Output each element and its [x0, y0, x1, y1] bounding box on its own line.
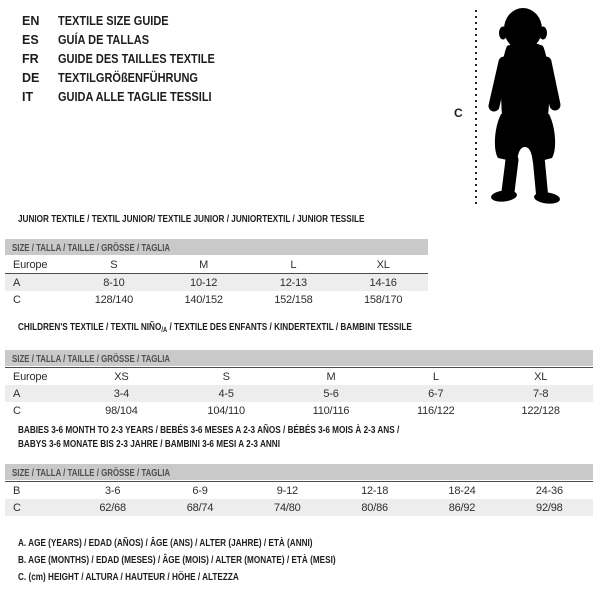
table-row-age: A 8-10 10-12 12-13 14-16 — [5, 273, 428, 291]
cell: 8-10 — [69, 273, 159, 291]
language-code: FR — [22, 51, 39, 66]
cell: 7-8 — [488, 385, 593, 402]
language-row-es: ES GUÍA DE TALLAS — [22, 30, 236, 49]
row-label: A — [5, 385, 69, 402]
table-header-row: Europe S M L XL — [5, 256, 428, 274]
language-row-en: EN TEXTILE SIZE GUIDE — [22, 11, 236, 30]
cell: 68/74 — [156, 499, 244, 516]
footnote-legend: A. AGE (YEARS) / EDAD (AÑOS) / ÂGE (ANS)… — [18, 535, 425, 586]
cell: 4-5 — [173, 385, 279, 402]
size-header-bar: SIZE / TALLA / TAILLE / GRÖSSE / TAGLIA — [5, 350, 593, 366]
section-title-line1: BABIES 3-6 MONTH TO 2-3 YEARS / BEBÉS 3-… — [18, 424, 400, 436]
cell: 14-16 — [338, 273, 428, 291]
size-header-bar: SIZE / TALLA / TAILLE / GRÖSSE / TAGLIA — [5, 239, 428, 255]
table-row-age: A 3-4 4-5 5-6 6-7 7-8 — [5, 385, 593, 402]
language-label: GUIDE DES TAILLES TEXTILE — [58, 51, 215, 66]
language-list: EN TEXTILE SIZE GUIDE ES GUÍA DE TALLAS … — [22, 11, 236, 106]
language-row-fr: FR GUIDE DES TAILLES TEXTILE — [22, 49, 236, 68]
table-row-height: C 62/68 68/74 74/80 80/86 86/92 92/98 — [5, 499, 593, 516]
row-label: C — [13, 293, 21, 306]
language-code: ES — [22, 32, 39, 47]
language-row-de: DE TEXTILGRÖßENFÜHRUNG — [22, 68, 236, 87]
section-title: JUNIOR TEXTILE / TEXTIL JUNIOR/ TEXTILE … — [18, 213, 365, 225]
language-label: GUÍA DE TALLAS — [58, 32, 150, 47]
cell: 62/68 — [69, 499, 157, 516]
cell: 3-6 — [105, 484, 121, 497]
cell: 3-4 — [69, 385, 174, 402]
subscript: /A — [161, 325, 168, 334]
language-code: DE — [22, 70, 40, 85]
cell: 80/86 — [330, 499, 419, 516]
height-measure-label: C — [454, 106, 463, 120]
size-column: M — [326, 370, 336, 383]
cell: 86/92 — [418, 499, 506, 516]
cell: 98/104 — [105, 404, 138, 417]
section-title: CHILDREN'S TEXTILE / TEXTIL NIÑO/A / TEX… — [18, 321, 412, 334]
cell: 116/122 — [417, 404, 455, 417]
baby-silhouette-icon — [488, 8, 561, 204]
size-column: M — [158, 256, 249, 274]
size-column: XS — [114, 370, 129, 383]
size-column: XL — [338, 256, 428, 274]
cell: 152/158 — [274, 293, 313, 306]
junior-size-table: Europe S M L XL A 8-10 10-12 12-13 14-16… — [5, 256, 428, 308]
table-row-height: C 128/140 140/152 152/158 158/170 — [5, 291, 428, 308]
row-label: A — [5, 273, 69, 291]
row-label: B — [13, 484, 21, 497]
cell: 5-6 — [278, 385, 384, 402]
section-children: CHILDREN'S TEXTILE / TEXTIL NIÑO/A / TEX… — [5, 320, 593, 419]
region-label: Europe — [5, 256, 69, 274]
cell: 92/98 — [505, 499, 593, 516]
cell: 18-24 — [448, 484, 476, 497]
cell: 74/80 — [243, 499, 331, 516]
footnote-c: C. (cm) HEIGHT / ALTURA / HAUTEUR / HÖHE… — [18, 571, 239, 583]
language-code: IT — [22, 89, 34, 104]
region-label: Europe — [13, 370, 48, 383]
cell: 10-12 — [158, 273, 249, 291]
footnote-b: B. AGE (MONTHS) / EDAD (MESES) / ÂGE (MO… — [18, 554, 336, 566]
size-column: XL — [534, 370, 548, 383]
size-header-bar: SIZE / TALLA / TAILLE / GRÖSSE / TAGLIA — [5, 464, 593, 480]
height-measure-figure: C — [440, 0, 600, 220]
language-code: EN — [22, 13, 40, 28]
cell: 12-13 — [248, 273, 339, 291]
children-size-table: Europe XS S M L XL A 3-4 4-5 5-6 6-7 7-8… — [5, 367, 593, 419]
table-header-row: Europe XS S M L XL — [5, 368, 593, 386]
table-row-age-months: B 3-6 6-9 9-12 12-18 18-24 24-36 — [5, 482, 593, 500]
language-label: TEXTILE SIZE GUIDE — [58, 13, 169, 28]
cell: 122/128 — [521, 404, 560, 417]
cell: 140/152 — [184, 293, 223, 306]
size-column: L — [432, 370, 439, 383]
cell: 24-36 — [535, 484, 563, 497]
cell: 9-12 — [276, 484, 298, 497]
section-junior: JUNIOR TEXTILE / TEXTIL JUNIOR/ TEXTILE … — [5, 212, 428, 308]
height-dotted-line — [475, 10, 477, 208]
cell: 104/110 — [207, 404, 245, 417]
size-column: S — [69, 256, 159, 274]
cell: 6-7 — [383, 385, 489, 402]
cell: 12-18 — [361, 484, 389, 497]
size-column: S — [222, 370, 230, 383]
cell: 128/140 — [94, 293, 134, 306]
row-label: C — [5, 499, 69, 516]
section-babies: BABIES 3-6 MONTH TO 2-3 YEARS / BEBÉS 3-… — [5, 423, 593, 516]
language-row-it: IT GUIDA ALLE TAGLIE TESSILI — [22, 87, 236, 106]
table-row-height: C 98/104 104/110 110/116 116/122 122/128 — [5, 402, 593, 419]
size-column: L — [248, 256, 339, 274]
row-label: C — [13, 404, 21, 417]
language-label: TEXTILGRÖßENFÜHRUNG — [58, 70, 198, 85]
cell: 110/116 — [312, 404, 350, 417]
section-title-line2: BABYS 3-6 MONATE BIS 2-3 JAHRE / BAMBINI… — [18, 438, 280, 450]
footnote-a: A. AGE (YEARS) / EDAD (AÑOS) / ÂGE (ANS)… — [18, 537, 313, 549]
language-label: GUIDA ALLE TAGLIE TESSILI — [58, 89, 212, 104]
cell: 158/170 — [363, 293, 403, 306]
cell: 6-9 — [192, 484, 208, 497]
babies-size-table: B 3-6 6-9 9-12 12-18 18-24 24-36 C 62/68… — [5, 481, 593, 516]
